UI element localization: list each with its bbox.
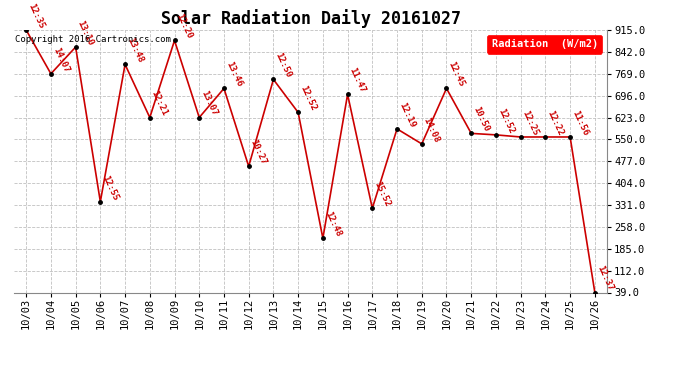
Text: 12:52: 12:52 <box>496 107 515 135</box>
Text: 12:35: 12:35 <box>26 2 46 30</box>
Legend: Radiation  (W/m2): Radiation (W/m2) <box>487 35 602 54</box>
Text: 10:27: 10:27 <box>248 138 268 166</box>
Text: Copyright 2016 Cartronics.com: Copyright 2016 Cartronics.com <box>15 35 171 44</box>
Text: 12:37: 12:37 <box>595 264 614 292</box>
Text: 12:55: 12:55 <box>100 174 120 202</box>
Title: Solar Radiation Daily 20161027: Solar Radiation Daily 20161027 <box>161 9 460 28</box>
Text: 13:07: 13:07 <box>199 89 219 117</box>
Text: 12:19: 12:19 <box>397 101 417 129</box>
Text: 12:52: 12:52 <box>298 84 317 112</box>
Text: 14:08: 14:08 <box>422 116 442 144</box>
Text: 11:56: 11:56 <box>570 109 590 137</box>
Text: 12:45: 12:45 <box>446 60 466 88</box>
Text: 12:50: 12:50 <box>273 51 293 80</box>
Text: 13:10: 13:10 <box>76 19 95 47</box>
Text: 15:52: 15:52 <box>373 180 392 208</box>
Text: 13:46: 13:46 <box>224 60 244 88</box>
Text: 10:50: 10:50 <box>471 105 491 134</box>
Text: 12:25: 12:25 <box>521 109 540 137</box>
Text: 12:22: 12:22 <box>545 109 565 137</box>
Text: 12:20: 12:20 <box>175 12 194 40</box>
Text: 12:48: 12:48 <box>323 210 342 238</box>
Text: 14:07: 14:07 <box>51 46 70 74</box>
Text: 11:47: 11:47 <box>348 66 367 94</box>
Text: 13:48: 13:48 <box>125 36 145 64</box>
Text: 12:21: 12:21 <box>150 89 169 117</box>
